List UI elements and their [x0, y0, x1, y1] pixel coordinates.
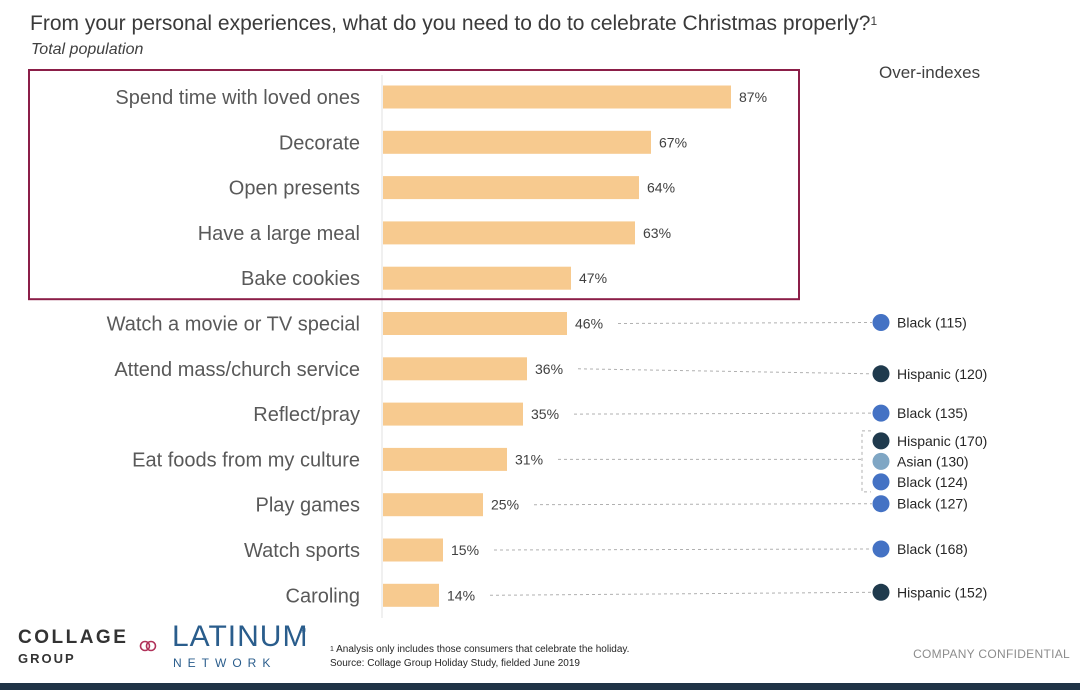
over-index-connector — [493, 548, 873, 551]
collage-logo-line1: COLLAGE — [18, 627, 129, 648]
category-label: Caroling — [286, 585, 360, 607]
value-label: 15% — [451, 542, 479, 558]
linked-rings-icon — [139, 640, 157, 652]
footnote-line-1: 1 Analysis only includes those consumers… — [330, 643, 629, 657]
category-label: Have a large meal — [198, 223, 360, 245]
value-label: 63% — [643, 225, 671, 241]
bar — [383, 221, 635, 245]
latinum-logo: LATINUM — [172, 620, 309, 653]
bar — [383, 266, 571, 290]
over-index-label: Hispanic (120) — [897, 366, 987, 382]
bar-chart: Spend time with loved ones 87% Decorate 67%… — [28, 69, 987, 618]
chart-title: From your personal experiences, what do … — [30, 12, 877, 36]
over-index-bracket — [861, 430, 871, 493]
over-index-connector — [577, 368, 873, 375]
category-label: Bake cookies — [241, 268, 360, 290]
chart-subtitle: Total population — [31, 41, 144, 58]
over-index-dot — [872, 314, 890, 331]
over-index-label: Black (127) — [897, 496, 968, 512]
over-index-label: Hispanic (170) — [897, 433, 987, 449]
over-index-dot — [872, 452, 890, 470]
chart-title-text: From your personal experiences, what do … — [30, 12, 871, 35]
value-label: 67% — [659, 134, 687, 150]
value-label: 35% — [531, 406, 559, 422]
latinum-registered-mark: ® — [300, 626, 306, 635]
value-label: 47% — [579, 270, 607, 286]
bar — [383, 583, 439, 607]
value-label: 25% — [491, 497, 519, 513]
over-index-label: Black (135) — [897, 405, 968, 421]
over-index-connector — [533, 503, 873, 506]
category-label: Spend time with loved ones — [115, 87, 360, 109]
over-index-dot — [872, 495, 890, 513]
bar — [383, 493, 483, 517]
over-index-dot — [872, 473, 890, 491]
collage-group-logo: COLLAGE GROUP — [18, 628, 128, 669]
over-indexes-header: Over-indexes — [879, 63, 981, 82]
category-label: Attend mass/church service — [114, 359, 360, 381]
over-index-label: Black (115) — [897, 315, 967, 331]
footnote-text-1: Analysis only includes those consumers t… — [333, 644, 630, 655]
category-label: Reflect/pray — [253, 404, 360, 426]
footnote-marker: 1 — [330, 646, 334, 653]
value-label: 64% — [647, 180, 675, 196]
bar — [383, 176, 639, 200]
bar — [383, 130, 651, 154]
footer-bar — [0, 683, 1080, 690]
category-label: Watch a movie or TV special — [107, 314, 360, 336]
bar — [383, 402, 523, 426]
bar — [383, 447, 507, 471]
value-label: 14% — [447, 587, 475, 603]
bar — [383, 357, 527, 381]
bar — [383, 312, 567, 335]
bar — [383, 538, 443, 562]
network-logo-text: NETWORK — [173, 656, 277, 670]
category-label: Play games — [256, 495, 361, 517]
over-index-dot — [872, 365, 890, 383]
value-label: 36% — [535, 361, 563, 377]
over-index-connector — [489, 591, 873, 596]
over-index-label: Black (124) — [897, 474, 968, 490]
value-label: 31% — [515, 451, 543, 467]
footnote-line-2: Source: Collage Group Holiday Study, fie… — [330, 658, 580, 669]
over-index-label: Black (168) — [897, 541, 968, 557]
over-index-dot — [872, 432, 890, 450]
over-index-dot — [872, 540, 890, 558]
category-label: Decorate — [279, 132, 360, 154]
footnote: 1 Analysis only includes those consumers… — [330, 643, 629, 671]
value-label: 46% — [575, 316, 603, 332]
over-index-dot — [872, 404, 890, 422]
collage-logo-line2: GROUP — [18, 651, 76, 666]
category-label: Watch sports — [244, 540, 360, 562]
category-label: Eat foods from my culture — [132, 449, 360, 471]
over-index-dot — [872, 583, 890, 601]
confidential-label: COMPANY CONFIDENTIAL — [913, 647, 1070, 661]
category-label: Open presents — [229, 178, 360, 200]
title-footnote-marker: 1 — [870, 14, 878, 28]
bar — [383, 85, 731, 109]
over-index-connector — [617, 322, 873, 324]
over-index-connector — [573, 412, 873, 415]
highlight-box — [28, 69, 800, 301]
over-index-label: Hispanic (152) — [897, 584, 987, 600]
over-index-label: Asian (130) — [897, 453, 969, 469]
value-label: 87% — [739, 89, 767, 105]
